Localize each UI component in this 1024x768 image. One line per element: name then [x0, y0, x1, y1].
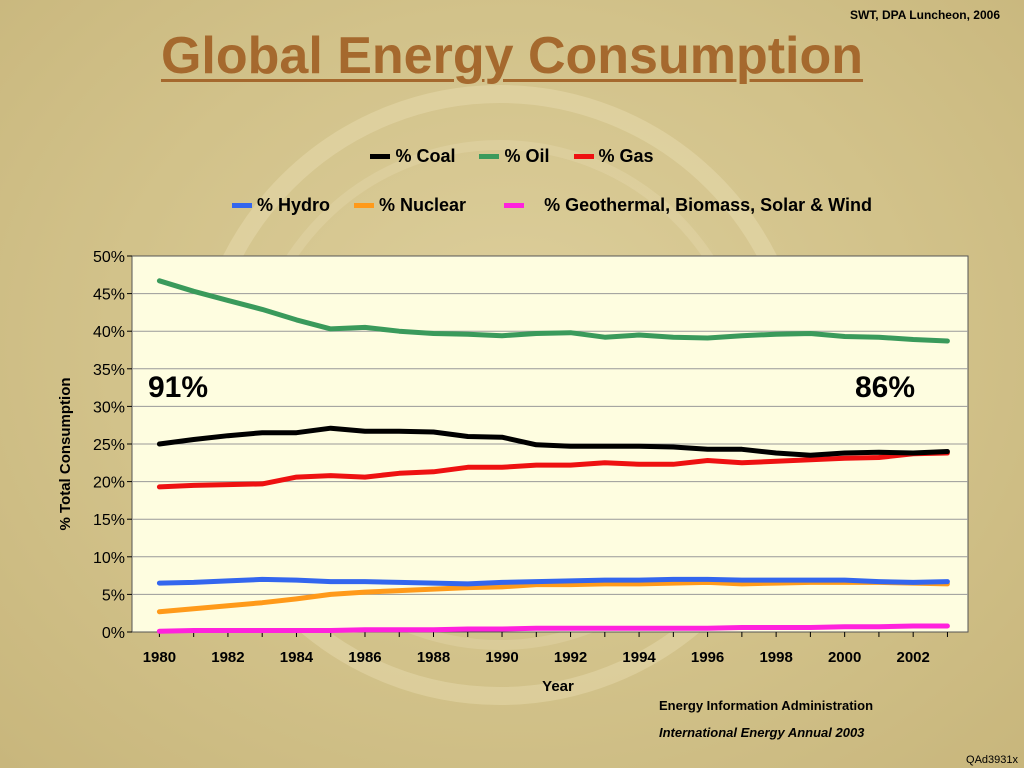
source-line-2: International Energy Annual 2003: [659, 725, 865, 740]
series-line-4: [156, 576, 950, 587]
series-line-2: [156, 278, 950, 344]
y-tick-label: 15%: [93, 512, 125, 529]
legend-item-hydro: % Hydro: [232, 195, 330, 216]
header-note: SWT, DPA Luncheon, 2006: [849, 8, 1000, 22]
legend-label-nuclear: % Nuclear: [379, 195, 467, 215]
legend-label-renewables: % Geothermal, Biomass, Solar & Wind: [544, 195, 872, 215]
x-tick-label: 1980: [143, 649, 176, 666]
x-tick-label: 2002: [896, 649, 929, 666]
legend-swatch-hydro: [232, 203, 252, 208]
annotation-right: 86%: [855, 371, 915, 404]
x-tick-label: 1992: [554, 649, 587, 666]
x-tick-label: 1990: [485, 649, 518, 666]
legend-swatch-nuclear: [354, 203, 375, 208]
x-axis-label: Year: [542, 678, 574, 695]
x-tick-label: 1994: [622, 649, 656, 666]
legend-swatch-oil: [479, 154, 500, 159]
source-line-1: Energy Information Administration: [659, 698, 874, 713]
legend-item-coal: % Coal: [370, 146, 455, 167]
series-line-6: [156, 623, 950, 634]
y-tick-label: 10%: [93, 550, 125, 567]
series-line-1: [156, 425, 950, 458]
legend-row-1: % Coal % Oil % Gas: [0, 146, 1024, 167]
footer-code: QAd3931x: [966, 754, 1018, 766]
annotation-left: 91%: [148, 371, 208, 404]
legend-row-2: % Hydro % Nuclear % Geothermal, Biomass,…: [40, 195, 1024, 216]
legend-item-nuclear: % Nuclear: [354, 195, 466, 216]
legend-swatch-gas: [573, 154, 594, 159]
legend-label-hydro: % Hydro: [257, 195, 331, 215]
x-tick-label: 1982: [211, 649, 244, 666]
legend-label-gas: % Gas: [598, 146, 654, 166]
y-tick-label: 45%: [93, 287, 125, 304]
y-tick-label: 30%: [93, 399, 125, 416]
y-tick-label: 40%: [93, 324, 125, 341]
legend-item-renewables: % Geothermal, Biomass, Solar & Wind: [504, 195, 872, 216]
legend-swatch-renewables: [504, 203, 525, 208]
y-tick-label: 0%: [102, 625, 125, 642]
y-tick-label: 5%: [102, 587, 125, 604]
legend-label-oil: % Oil: [504, 146, 550, 166]
legend-label-coal: % Coal: [395, 146, 456, 166]
x-tick-label: 1986: [348, 649, 381, 666]
y-tick-label: 20%: [93, 475, 125, 492]
legend-swatch-coal: [370, 154, 391, 159]
y-tick-label: 35%: [93, 362, 125, 379]
x-tick-label: 1984: [280, 649, 314, 666]
y-axis-label: % Total Consumption: [57, 377, 74, 530]
series-line-3: [156, 450, 950, 490]
legend-item-oil: % Oil: [479, 146, 550, 167]
page-title: Global Energy Consumption: [160, 27, 864, 85]
x-tick-label: 1996: [691, 649, 724, 666]
x-tick-label: 2000: [828, 649, 861, 666]
x-tick-label: 1988: [417, 649, 450, 666]
y-tick-label: 50%: [93, 249, 125, 266]
y-tick-label: 25%: [93, 437, 125, 454]
legend-item-gas: % Gas: [573, 146, 654, 167]
x-tick-label: 1998: [759, 649, 792, 666]
